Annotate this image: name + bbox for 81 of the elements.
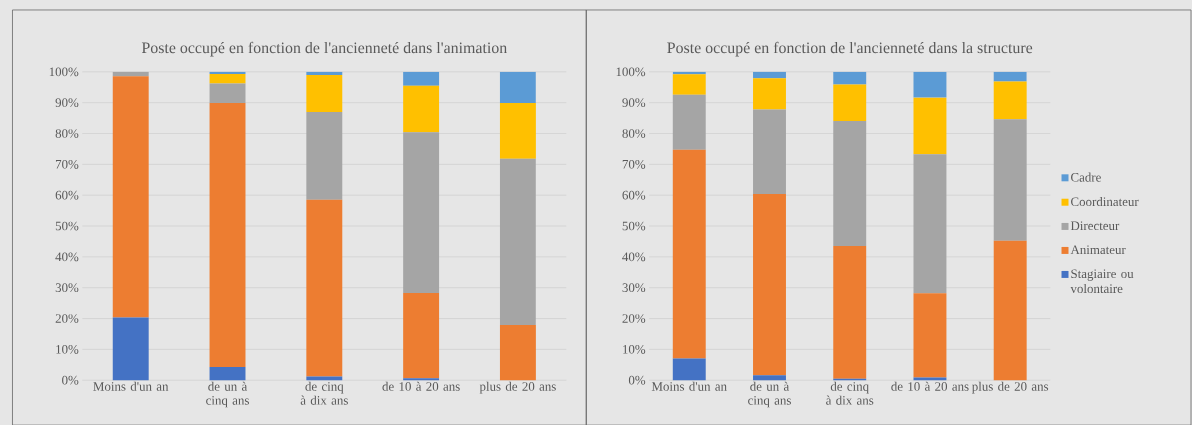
legend-label: Directeur: [1070, 221, 1120, 231]
bar: [753, 71, 786, 79]
y-tick-label: 30%: [55, 283, 79, 293]
bar: [499, 158, 536, 325]
bar: [209, 73, 246, 84]
bar: [672, 358, 706, 381]
bar: [209, 102, 246, 367]
y-tick-label: 70%: [622, 159, 646, 169]
y-tick-label: 80%: [55, 129, 79, 138]
y-tick-label: 10%: [623, 344, 646, 354]
x-tick-label: Moins d'un an: [93, 381, 169, 391]
legend-label: Animateur: [1070, 245, 1126, 255]
y-tick-label: 90%: [622, 98, 646, 108]
bar: [993, 71, 1027, 82]
bar: [499, 102, 536, 159]
y-tick-label: 0%: [628, 375, 646, 385]
x-tick-label: de cinq à dix ans: [300, 381, 348, 405]
bar: [112, 317, 149, 381]
bar: [753, 193, 786, 376]
y-tick-label: 60%: [55, 190, 79, 200]
x-tick-label: plus de 20 ans: [479, 381, 556, 394]
bar: [913, 377, 947, 381]
bar: [209, 71, 246, 74]
bar: [112, 76, 149, 318]
x-tick-label: plus de 20 ans: [971, 381, 1049, 394]
bar: [753, 78, 786, 110]
y-tick-label: 50%: [622, 221, 646, 231]
bar: [913, 293, 947, 378]
bar: [993, 119, 1027, 241]
bar: [672, 149, 706, 359]
bar: [499, 71, 536, 103]
legend-label: Coordinateur: [1071, 196, 1139, 207]
x-tick-label: de 10 à 20 ans: [891, 381, 969, 391]
y-tick-label: 40%: [55, 252, 79, 262]
bar: [306, 199, 343, 377]
bar: [209, 366, 246, 381]
y-tick-label: 40%: [622, 252, 646, 262]
bar: [833, 246, 867, 379]
y-tick-label: 70%: [55, 159, 79, 169]
y-tick-label: 60%: [622, 190, 646, 200]
x-tick-label: de cinq à dix ans: [826, 381, 874, 405]
bar: [209, 83, 246, 103]
x-tick-label: Moins d'un an: [651, 381, 727, 391]
y-tick-label: 80%: [622, 129, 646, 138]
bar: [403, 292, 440, 379]
bar: [753, 375, 786, 381]
legend-label: Stagiaire ou volontaire: [1070, 269, 1134, 293]
bar: [913, 97, 947, 155]
bar: [833, 120, 867, 247]
bar: [753, 109, 786, 194]
bar: [306, 74, 343, 112]
bar: [993, 240, 1027, 381]
bar: [672, 94, 706, 150]
y-tick-label: 10%: [56, 344, 79, 354]
x-tick-label: de 10 à 20 ans: [382, 381, 460, 391]
bar: [672, 74, 706, 95]
bar: [993, 81, 1027, 120]
legend-label: Cadre: [1071, 172, 1101, 182]
chart-title: Poste occupé en fonction de l'ancienneté dans la structure: [667, 41, 1033, 57]
bar: [112, 71, 149, 77]
bar: [306, 111, 343, 200]
bar: [833, 84, 867, 121]
bar: [403, 71, 440, 86]
bar: [833, 71, 867, 85]
bar: [403, 132, 440, 293]
y-tick-label: 0%: [62, 375, 79, 385]
y-tick-label: 20%: [622, 314, 646, 323]
bar: [913, 154, 947, 294]
y-tick-label: 50%: [55, 221, 79, 231]
bar: [913, 71, 947, 98]
bar: [403, 85, 440, 133]
bar: [499, 324, 536, 381]
y-tick-label: 30%: [622, 283, 646, 293]
y-tick-label: 90%: [55, 98, 79, 108]
x-tick-label: de un à cinq ans: [206, 381, 249, 408]
bar: [306, 71, 343, 75]
chart-title: Poste occupé en fonction de l'ancienneté dans l'animation: [141, 41, 507, 57]
y-tick-label: 100%: [616, 67, 646, 77]
y-tick-label: 20%: [55, 314, 79, 323]
y-tick-label: 100%: [49, 67, 79, 77]
x-tick-label: de un à cinq ans: [748, 381, 791, 408]
